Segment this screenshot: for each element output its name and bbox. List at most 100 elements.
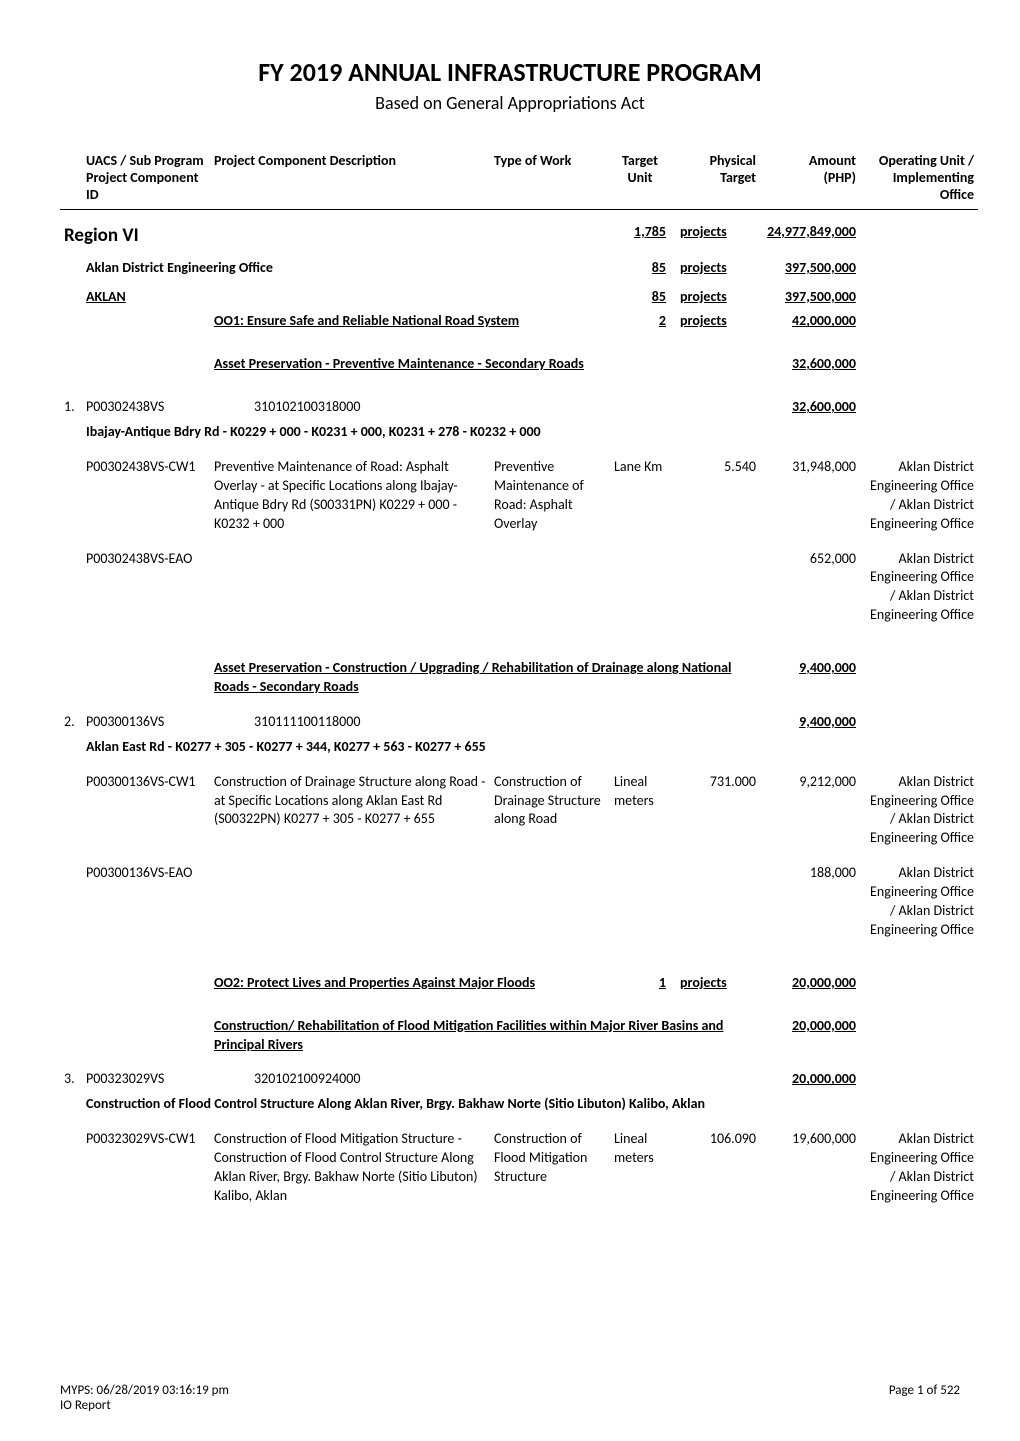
col-ou-label: Operating Unit / Implementing Office xyxy=(879,152,974,203)
item1-cw1-unit: Lane Km xyxy=(610,455,670,537)
oo2-row: OO2: Protect Lives and Properties Agains… xyxy=(60,971,978,996)
oo1-label: OO1: Ensure Safe and Reliable National R… xyxy=(214,312,519,329)
col-amt: Amount (PHP) xyxy=(760,152,860,210)
region-count: 1,785 xyxy=(610,220,670,252)
oo1-count-label: projects xyxy=(674,312,727,329)
item3-cw1-unit: Lineal meters xyxy=(610,1127,670,1209)
item2-amount: 9,400,000 xyxy=(760,710,860,735)
page: FY 2019 ANNUAL INFRASTRUCTURE PROGRAM Ba… xyxy=(0,0,1020,1441)
col-phys: Physical Target xyxy=(670,152,760,210)
item2-cw1-amount: 9,212,000 xyxy=(760,770,860,852)
item3-cw1-amount: 19,600,000 xyxy=(760,1127,860,1209)
item1-cw1-row: P00302438VS-CW1 Preventive Maintenance o… xyxy=(60,455,978,537)
region-amount: 24,977,849,000 xyxy=(760,220,860,252)
ap1-row: Asset Preservation - Preventive Maintena… xyxy=(60,352,978,377)
item3-name: Construction of Flood Control Structure … xyxy=(86,1095,705,1112)
prov-count: 85 xyxy=(610,285,670,310)
ap2-row: Asset Preservation - Construction / Upgr… xyxy=(60,656,978,700)
item3-cw1-desc: Construction of Flood Mitigation Structu… xyxy=(210,1127,490,1209)
item2-cw1-phys: 731.000 xyxy=(670,770,760,852)
item3-idx: 3. xyxy=(60,1067,82,1092)
prov-row: AKLAN 85 projects 397,500,000 xyxy=(60,285,978,310)
item1-cw1-uacs: P00302438VS-CW1 xyxy=(82,455,210,537)
oo1-count: 2 xyxy=(610,309,670,334)
deo-count-label: projects xyxy=(674,259,727,276)
item3-amount: 20,000,000 xyxy=(760,1067,860,1092)
item1-cw1-work: Preventive Maintenance of Road: Asphalt … xyxy=(490,455,610,537)
deo-count: 85 xyxy=(610,256,670,281)
region-row: Region VI 1,785 projects 24,977,849,000 xyxy=(60,220,978,252)
item3-cw1-ou: Aklan District Engineering Office / Akla… xyxy=(860,1127,978,1209)
ap2-label: Asset Preservation - Construction / Upgr… xyxy=(214,659,731,695)
oo2-amount: 20,000,000 xyxy=(760,971,860,996)
item1-cw1-phys: 5.540 xyxy=(670,455,760,537)
item2-idx: 2. xyxy=(60,710,82,735)
col-unit: Target Unit xyxy=(610,152,670,210)
item1-name: Ibajay-Antique Bdry Rd - K0229 + 000 - K… xyxy=(86,423,541,440)
ap2-amount: 9,400,000 xyxy=(760,656,860,700)
ap1-amount: 32,600,000 xyxy=(760,352,860,377)
prov-amount: 397,500,000 xyxy=(760,285,860,310)
item2-cw1-row: P00300136VS-CW1 Construction of Drainage… xyxy=(60,770,978,852)
item2-eao-row: P00300136VS-EAO 188,000 Aklan District E… xyxy=(60,861,978,943)
item1-cw1-ou: Aklan District Engineering Office / Akla… xyxy=(860,455,978,537)
footer-left-line1: MYPS: 06/28/2019 03:16:19 pm xyxy=(60,1383,229,1398)
item3-cw1-phys: 106.090 xyxy=(670,1127,760,1209)
item1-name-row: Ibajay-Antique Bdry Rd - K0229 + 000 - K… xyxy=(60,420,978,445)
item2-name: Aklan East Rd - K0277 + 305 - K0277 + 34… xyxy=(86,738,486,755)
item1-eao-uacs: P00302438VS-EAO xyxy=(82,547,210,629)
region-label: Region VI xyxy=(64,224,139,247)
item1-cw1-desc: Preventive Maintenance of Road: Asphalt … xyxy=(210,455,490,537)
report-table: UACS / Sub Program Project Component ID … xyxy=(60,152,978,1209)
item3-cw1-uacs: P00323029VS-CW1 xyxy=(82,1127,210,1209)
oo2-label: OO2: Protect Lives and Properties Agains… xyxy=(214,974,535,991)
item3-uacs: P00323029VS xyxy=(82,1067,210,1092)
item2-cw1-ou: Aklan District Engineering Office / Akla… xyxy=(860,770,978,852)
ap1-label: Asset Preservation - Preventive Maintena… xyxy=(214,355,584,372)
col-desc-label: Project Component Description xyxy=(214,152,396,169)
item1-eao-ou: Aklan District Engineering Office / Akla… xyxy=(860,547,978,629)
col-work-label: Type of Work xyxy=(494,152,571,169)
doc-title: FY 2019 ANNUAL INFRASTRUCTURE PROGRAM xyxy=(60,56,960,88)
col-work: Type of Work xyxy=(490,152,610,210)
oo1-amount: 42,000,000 xyxy=(760,309,860,334)
deo-amount: 397,500,000 xyxy=(760,256,860,281)
item2-cw1-desc: Construction of Drainage Structure along… xyxy=(210,770,490,852)
oo2-count-label: projects xyxy=(674,974,727,991)
item3-cw1-work: Construction of Flood Mitigation Structu… xyxy=(490,1127,610,1209)
col-desc: Project Component Description xyxy=(210,152,490,210)
item1-cw1-amount: 31,948,000 xyxy=(760,455,860,537)
cr1-amount: 20,000,000 xyxy=(760,1014,860,1058)
item2-name-row: Aklan East Rd - K0277 + 305 - K0277 + 34… xyxy=(60,735,978,760)
oo1-row: OO1: Ensure Safe and Reliable National R… xyxy=(60,309,978,334)
item2-cw1-work: Construction of Drainage Structure along… xyxy=(490,770,610,852)
item2-uacs: P00300136VS xyxy=(82,710,210,735)
item1-eao-amount: 652,000 xyxy=(760,547,860,629)
item1-amount: 32,600,000 xyxy=(760,395,860,420)
col-ou: Operating Unit / Implementing Office xyxy=(860,152,978,210)
deo-row: Aklan District Engineering Office 85 pro… xyxy=(60,256,978,281)
prov-count-label: projects xyxy=(674,288,727,305)
cr1-label: Construction/ Rehabilitation of Flood Mi… xyxy=(214,1017,723,1053)
item3-row: 3. P00323029VS 320102100924000 20,000,00… xyxy=(60,1067,978,1092)
col-amt-label: Amount (PHP) xyxy=(809,152,856,186)
item2-eao-amount: 188,000 xyxy=(760,861,860,943)
item3-name-row: Construction of Flood Control Structure … xyxy=(60,1092,978,1117)
region-count-label: projects xyxy=(674,223,727,240)
item2-eao-ou: Aklan District Engineering Office / Akla… xyxy=(860,861,978,943)
footer-right: Page 1 of 522 xyxy=(889,1383,960,1398)
footer-left: MYPS: 06/28/2019 03:16:19 pm IO Report xyxy=(60,1383,229,1413)
item1-eao-row: P00302438VS-EAO 652,000 Aklan District E… xyxy=(60,547,978,629)
col-uacs: UACS / Sub Program Project Component ID xyxy=(82,152,210,210)
item2-row: 2. P00300136VS 310111100118000 9,400,000 xyxy=(60,710,978,735)
deo-label: Aklan District Engineering Office xyxy=(86,259,273,276)
item3-cw1-row: P00323029VS-CW1 Construction of Flood Mi… xyxy=(60,1127,978,1209)
item1-idx: 1. xyxy=(60,395,82,420)
col-phys-label: Physical Target xyxy=(710,152,756,186)
header-row: UACS / Sub Program Project Component ID … xyxy=(60,152,978,210)
footer-left-line2: IO Report xyxy=(60,1398,229,1413)
item2-code: 310111100118000 xyxy=(214,713,360,730)
item2-cw1-unit: Lineal meters xyxy=(610,770,670,852)
item1-code: 310102100318000 xyxy=(214,398,360,415)
doc-subtitle: Based on General Appropriations Act xyxy=(60,92,960,114)
